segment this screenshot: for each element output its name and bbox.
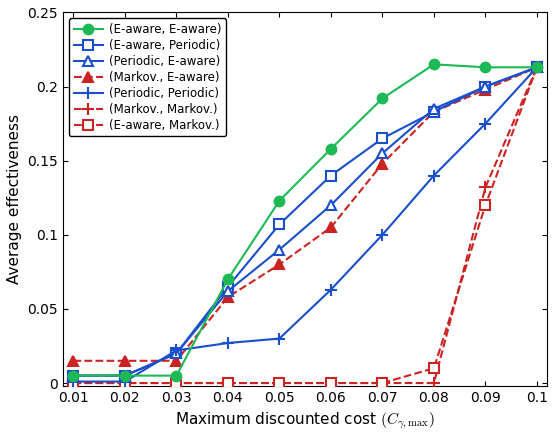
- (E-aware, E-aware): [70, 373, 77, 378]
- (E-aware, Markov.): [276, 381, 283, 386]
- (E-aware, Markov.): [379, 381, 386, 386]
- (Periodic, Periodic): [534, 65, 540, 70]
- (E-aware, E-aware): [327, 146, 334, 152]
- (E-aware, Markov.): [173, 381, 180, 386]
- Line: (E-aware, E-aware): (E-aware, E-aware): [68, 60, 542, 381]
- (E-aware, Periodic): [122, 373, 128, 378]
- Line: (Markov., E-aware): (Markov., E-aware): [68, 63, 542, 366]
- (Markov., Markov.): [379, 381, 386, 386]
- (Markov., E-aware): [173, 358, 180, 364]
- (Periodic, Periodic): [122, 379, 128, 384]
- (E-aware, Periodic): [430, 109, 437, 114]
- (Markov., Markov.): [173, 381, 180, 386]
- Y-axis label: Average effectiveness: Average effectiveness: [7, 114, 22, 284]
- (Periodic, E-aware): [482, 84, 489, 89]
- (E-aware, Markov.): [327, 381, 334, 386]
- (Periodic, E-aware): [327, 202, 334, 208]
- (Periodic, E-aware): [276, 247, 283, 252]
- (Markov., E-aware): [276, 262, 283, 267]
- (E-aware, E-aware): [379, 96, 386, 101]
- Line: (Markov., Markov.): (Markov., Markov.): [67, 61, 543, 389]
- (E-aware, Periodic): [225, 284, 231, 290]
- (Markov., Markov.): [122, 381, 128, 386]
- (E-aware, Markov.): [122, 381, 128, 386]
- (Markov., Markov.): [70, 381, 77, 386]
- (E-aware, Markov.): [225, 381, 231, 386]
- (Periodic, E-aware): [70, 373, 77, 378]
- (Periodic, E-aware): [534, 65, 540, 70]
- (Markov., E-aware): [379, 161, 386, 166]
- X-axis label: Maximum discounted cost $(C_{\gamma,\mathrm{max}})$: Maximum discounted cost $(C_{\gamma,\mat…: [175, 410, 435, 431]
- (Markov., Markov.): [276, 381, 283, 386]
- (E-aware, Periodic): [327, 173, 334, 178]
- (E-aware, Periodic): [276, 222, 283, 227]
- (Periodic, Periodic): [225, 340, 231, 346]
- (E-aware, Periodic): [534, 65, 540, 70]
- (Markov., E-aware): [430, 109, 437, 114]
- (Periodic, Periodic): [327, 287, 334, 292]
- Line: (E-aware, Periodic): (E-aware, Periodic): [68, 63, 542, 381]
- (Markov., E-aware): [122, 358, 128, 364]
- (E-aware, Markov.): [70, 381, 77, 386]
- (E-aware, Periodic): [482, 84, 489, 89]
- Line: (Periodic, Periodic): (Periodic, Periodic): [67, 61, 543, 388]
- (Periodic, E-aware): [173, 351, 180, 356]
- (Markov., Markov.): [327, 381, 334, 386]
- (Periodic, E-aware): [225, 289, 231, 294]
- Line: (E-aware, Markov.): (E-aware, Markov.): [68, 63, 542, 388]
- (Markov., E-aware): [327, 225, 334, 230]
- (Periodic, Periodic): [173, 348, 180, 353]
- (Markov., Markov.): [225, 381, 231, 386]
- (E-aware, Markov.): [534, 65, 540, 70]
- (Markov., E-aware): [225, 294, 231, 300]
- Line: (Periodic, E-aware): (Periodic, E-aware): [68, 63, 542, 381]
- (E-aware, Periodic): [173, 351, 180, 356]
- (E-aware, E-aware): [225, 277, 231, 282]
- (E-aware, E-aware): [122, 373, 128, 378]
- (Periodic, Periodic): [430, 173, 437, 178]
- (E-aware, Periodic): [70, 373, 77, 378]
- (Periodic, Periodic): [70, 379, 77, 384]
- (Periodic, E-aware): [122, 373, 128, 378]
- (Markov., E-aware): [534, 65, 540, 70]
- (Markov., E-aware): [70, 358, 77, 364]
- (E-aware, E-aware): [534, 65, 540, 70]
- (Periodic, E-aware): [430, 106, 437, 111]
- (Markov., Markov.): [482, 185, 489, 190]
- (E-aware, E-aware): [173, 373, 180, 378]
- (E-aware, Markov.): [430, 366, 437, 371]
- (E-aware, E-aware): [482, 65, 489, 70]
- (Periodic, Periodic): [482, 121, 489, 126]
- (Periodic, Periodic): [379, 232, 386, 237]
- (E-aware, Markov.): [482, 202, 489, 208]
- (Markov., Markov.): [430, 381, 437, 386]
- (E-aware, E-aware): [276, 198, 283, 203]
- (Periodic, Periodic): [276, 336, 283, 341]
- (Periodic, E-aware): [379, 151, 386, 156]
- (Markov., E-aware): [482, 87, 489, 92]
- (E-aware, E-aware): [430, 62, 437, 67]
- (E-aware, Periodic): [379, 136, 386, 141]
- Legend: (E-aware, E-aware), (E-aware, Periodic), (Periodic, E-aware), (Markov., E-aware): (E-aware, E-aware), (E-aware, Periodic),…: [69, 18, 226, 137]
- (Markov., Markov.): [534, 65, 540, 70]
